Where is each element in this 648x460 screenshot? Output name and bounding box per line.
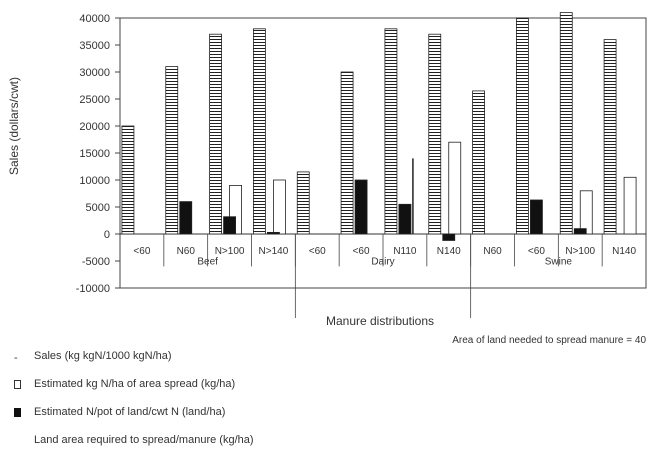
legend-swatch-dash: - bbox=[14, 352, 18, 364]
bar-series-1 bbox=[472, 90, 485, 235]
x-tick-label: N>100 bbox=[565, 246, 595, 257]
bar-series-1 bbox=[428, 33, 442, 235]
legend-label: Land area required to spread/manure (kg/… bbox=[34, 434, 254, 446]
bar-series-3 bbox=[267, 231, 280, 235]
bar-series-2 bbox=[273, 179, 286, 235]
annotation: Area of land needed to spread manure = 4… bbox=[452, 335, 646, 346]
x-tick-label: N140 bbox=[437, 246, 461, 257]
bar-series-2 bbox=[448, 141, 462, 235]
bar-series-1 bbox=[209, 33, 222, 235]
bar-series-1 bbox=[559, 12, 573, 235]
group-label: Dairy bbox=[371, 256, 394, 267]
bar-series-1 bbox=[340, 71, 354, 235]
bar-series-3 bbox=[354, 179, 368, 235]
bar-series-2 bbox=[579, 190, 593, 235]
legend-swatch-black bbox=[14, 408, 21, 417]
legend: - Sales (kg kgN/1000 kgN/ha) Estimated k… bbox=[14, 350, 634, 454]
bar-series-1 bbox=[253, 28, 266, 235]
legend-label: Sales (kg kgN/1000 kgN/ha) bbox=[34, 350, 172, 362]
x-tick-label: N>100 bbox=[215, 246, 245, 257]
y-tick-label: 25000 bbox=[79, 94, 110, 106]
y-tick-label: 35000 bbox=[79, 40, 110, 52]
x-tick-label: N>140 bbox=[259, 246, 289, 257]
legend-label: Estimated kg N/ha of area spread (kg/ha) bbox=[34, 378, 236, 390]
bar-series-1 bbox=[384, 28, 398, 235]
y-tick-label: 10000 bbox=[79, 175, 110, 187]
y-tick-label: 20000 bbox=[79, 121, 110, 133]
bar-series-2 bbox=[623, 176, 637, 235]
y-tick-label: 15000 bbox=[79, 148, 110, 160]
bar-series-3 bbox=[223, 216, 236, 235]
group-label: Beef bbox=[197, 256, 218, 267]
x-tick-label: <60 bbox=[133, 246, 150, 257]
y-tick-label: -10000 bbox=[76, 283, 110, 295]
bar-series-3 bbox=[179, 201, 193, 235]
x-tick-label: N60 bbox=[483, 246, 502, 257]
y-tick-label: -5000 bbox=[82, 256, 110, 268]
y-axis-title: Sales (dollars/cwt) bbox=[7, 77, 21, 175]
bar-series-1 bbox=[296, 171, 310, 235]
group-label: Swine bbox=[545, 256, 573, 267]
legend-label: Estimated N/pot of land/cwt N (land/ha) bbox=[34, 406, 226, 418]
bar-series-3 bbox=[530, 199, 543, 235]
x-axis-title: Manure distributions bbox=[326, 314, 434, 328]
bar-series-1 bbox=[516, 17, 529, 235]
y-tick-label: 40000 bbox=[79, 13, 110, 25]
x-tick-label: <60 bbox=[309, 246, 326, 257]
chart-svg: 40000 35000 30000 25000 20000 15000 10000 5000 0… bbox=[7, 12, 647, 346]
bar-series-3 bbox=[442, 233, 456, 241]
y-tick-label: 30000 bbox=[79, 67, 110, 79]
bar-series-1 bbox=[603, 39, 617, 235]
x-tick-label: <60 bbox=[528, 246, 545, 257]
bar-series-1 bbox=[121, 125, 135, 235]
y-tick-label: 0 bbox=[104, 229, 110, 241]
bar-series-1 bbox=[165, 66, 179, 235]
x-tick-label: N110 bbox=[393, 246, 417, 257]
x-tick-label: N140 bbox=[612, 246, 636, 257]
legend-swatch-white bbox=[14, 380, 21, 389]
x-tick-label: <60 bbox=[353, 246, 370, 257]
y-tick-label: 5000 bbox=[86, 202, 110, 214]
x-tick-label: N60 bbox=[177, 246, 196, 257]
bar-series-3 bbox=[398, 203, 412, 235]
bar-series-3 bbox=[573, 228, 587, 235]
